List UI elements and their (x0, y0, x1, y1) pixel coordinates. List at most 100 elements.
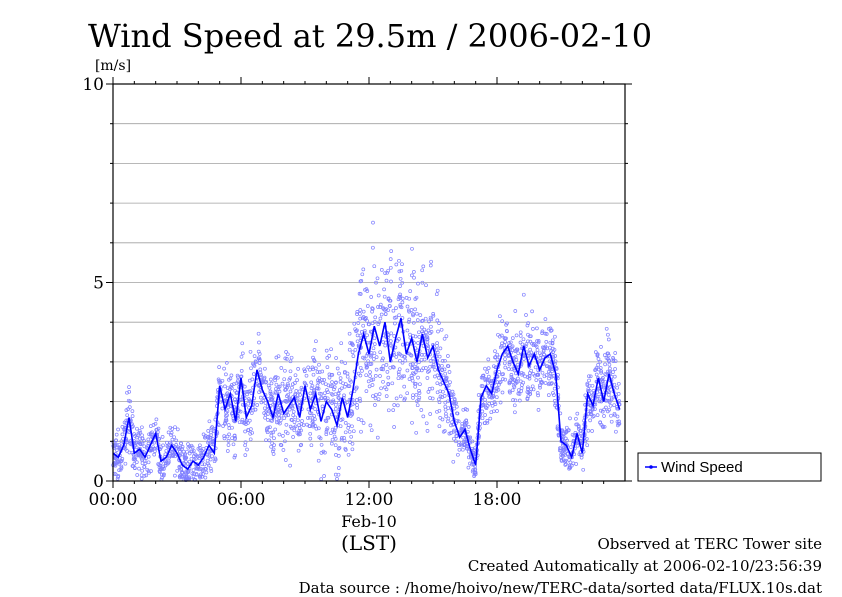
scatter-point (183, 478, 188, 483)
scatter-point (329, 391, 334, 396)
scatter-point (563, 458, 568, 463)
scatter-point (363, 287, 367, 292)
scatter-point (538, 385, 542, 390)
scatter-point (392, 425, 396, 429)
scatter-point (553, 334, 557, 339)
scatter-point (595, 396, 599, 401)
scatter-point (397, 313, 401, 318)
scatter-point (310, 418, 315, 423)
scatter-point (418, 313, 423, 317)
scatter-point (240, 341, 245, 346)
scatter-point (558, 446, 562, 450)
scatter-point (355, 405, 360, 410)
scatter-point (420, 329, 425, 334)
scatter-point (371, 346, 376, 351)
legend: Wind Speed (637, 452, 822, 482)
scatter-point (391, 308, 396, 313)
scatter-point (248, 349, 253, 354)
scatter-point (361, 421, 366, 425)
scatter-point (207, 453, 212, 457)
scatter-point (429, 259, 433, 264)
scatter-point (232, 455, 237, 460)
scatter-point (417, 330, 421, 335)
scatter-point (310, 384, 315, 388)
scatter-point (199, 448, 204, 453)
scatter-point (295, 396, 300, 401)
scatter-point (470, 439, 475, 444)
scatter-point (258, 367, 263, 372)
scatter-point (603, 362, 607, 367)
scatter-point (194, 465, 199, 470)
scatter-point (588, 374, 593, 379)
scatter-point (119, 464, 124, 469)
scatter-point (311, 372, 316, 377)
scatter-point (593, 350, 598, 354)
scatter-point (512, 385, 517, 389)
scatter-point (350, 409, 354, 414)
source-note: Data source : /home/hoivo/new/TERC-data/… (298, 579, 822, 597)
scatter-point (336, 395, 341, 400)
scatter-point (130, 414, 135, 418)
scatter-point (285, 381, 290, 386)
scatter-point (372, 351, 377, 356)
scatter-point (116, 475, 120, 479)
scatter-point (178, 473, 183, 478)
scatter-point (173, 473, 177, 478)
scatter-point (435, 381, 440, 386)
scatter-point (139, 477, 144, 481)
scatter-point (599, 370, 603, 375)
scatter-point (194, 472, 199, 476)
scatter-point (426, 390, 431, 394)
scatter-point (382, 287, 386, 292)
scatter-point (446, 419, 450, 424)
scatter-point (224, 416, 229, 421)
scatter-point (223, 422, 227, 426)
scatter-point (149, 469, 153, 473)
scatter-point (465, 407, 470, 412)
scatter-point (360, 369, 364, 373)
scatter-point (373, 315, 378, 320)
scatter-point (424, 283, 428, 288)
scatter-point (364, 353, 369, 358)
scatter-point (462, 439, 467, 444)
scatter-point (518, 340, 523, 345)
scatter-point (351, 429, 356, 434)
scatter-point (242, 421, 246, 425)
scatter-point (154, 417, 159, 422)
scatter-point (275, 420, 279, 425)
scatter-point (336, 466, 341, 470)
scatter-point (189, 449, 193, 454)
scatter-point (443, 371, 448, 376)
scatter-point (506, 367, 511, 371)
scatter-point (409, 373, 414, 378)
scatter-point (164, 448, 169, 453)
scatter-point (496, 387, 501, 392)
scatter-point (269, 398, 274, 403)
scatter-point (364, 363, 369, 368)
scatter-point (376, 322, 381, 326)
scatter-point (221, 424, 225, 428)
scatter-point (524, 313, 528, 317)
scatter-point (325, 365, 330, 369)
scatter-point (425, 429, 430, 433)
scatter-point (443, 404, 448, 409)
scatter-point (330, 437, 335, 442)
scatter-point (437, 354, 442, 359)
scatter-point (366, 379, 371, 384)
scatter-point (607, 407, 612, 412)
scatter-point (428, 331, 432, 336)
scatter-point (142, 438, 146, 443)
scatter-point (526, 339, 530, 344)
scatter-point (375, 276, 380, 281)
scatter-point (203, 435, 208, 440)
scatter-point (598, 408, 603, 413)
scatter-point (284, 350, 288, 354)
scatter-point (602, 353, 607, 357)
scatter-point (540, 331, 544, 335)
scatter-point (540, 381, 544, 385)
scatter-point (343, 361, 348, 365)
scatter-point (501, 372, 505, 376)
scatter-point (282, 416, 287, 421)
scatter-point (468, 461, 472, 466)
scatter-point (606, 389, 611, 393)
